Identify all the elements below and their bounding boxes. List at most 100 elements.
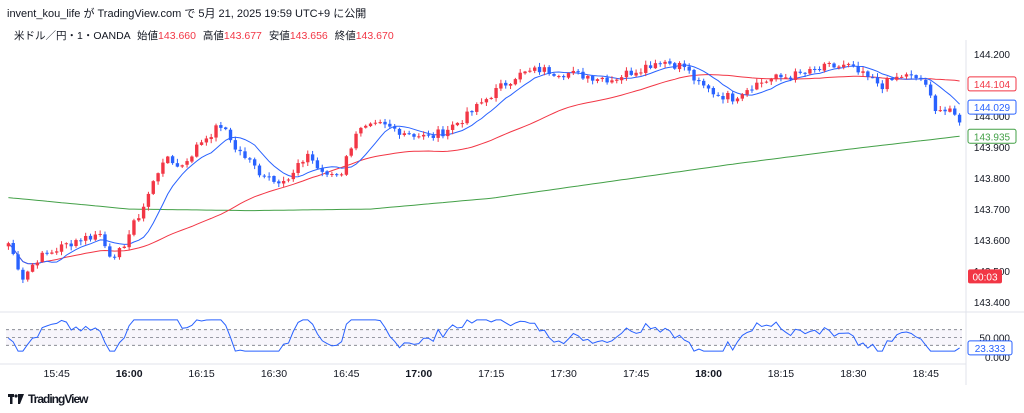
candle-body <box>595 79 600 82</box>
candle-body <box>668 61 672 64</box>
y-tick-label: 143.900 <box>974 143 1011 154</box>
candle-body <box>701 80 706 86</box>
candle-body <box>885 78 889 90</box>
candle-body <box>248 158 252 160</box>
candle-body <box>677 62 682 70</box>
rsi-band <box>6 329 962 346</box>
candle-body <box>141 206 146 219</box>
candle-body <box>788 77 793 80</box>
candle-body <box>663 61 667 64</box>
candle-body <box>813 68 817 70</box>
candle-body <box>151 181 155 194</box>
candle-body <box>103 234 107 247</box>
candle-body <box>291 172 295 180</box>
candle-body <box>30 264 35 272</box>
candle-body <box>137 218 141 221</box>
candle-body <box>687 66 691 71</box>
candle-body <box>817 69 822 71</box>
candle-body <box>938 110 942 112</box>
candle-body <box>933 95 938 112</box>
rsi-tick-label: 50.000 <box>979 334 1010 345</box>
high-value: 143.677 <box>223 30 262 42</box>
rsi-line <box>8 319 960 352</box>
candle-body <box>364 125 368 128</box>
candle-body <box>914 75 918 79</box>
candle-body <box>706 85 711 89</box>
candle-body <box>26 271 30 280</box>
candle-body <box>252 159 257 166</box>
candle-body <box>943 109 947 112</box>
candle-body <box>214 125 218 138</box>
candle-body <box>320 168 324 172</box>
x-tick-label: 17:15 <box>478 368 504 380</box>
candle-body <box>55 251 59 253</box>
price-label-text: 143.935 <box>974 132 1011 143</box>
brand-name: TradingView <box>28 392 88 406</box>
candle-body <box>832 63 836 68</box>
y-tick-label: 143.400 <box>974 298 1011 309</box>
symbol-name: 米ドル／円・1・OANDA <box>14 30 131 42</box>
candle-body <box>16 254 20 270</box>
candle-body <box>605 77 609 83</box>
candle-body <box>388 123 392 127</box>
candle-body <box>161 162 165 174</box>
candle-body <box>861 71 865 73</box>
candle-body <box>494 88 498 99</box>
ma-mid-line <box>8 73 960 265</box>
low-value: 143.656 <box>289 30 328 42</box>
candle-body <box>528 70 532 72</box>
candle-body <box>195 144 199 157</box>
candle-body <box>759 82 764 84</box>
candle-body <box>779 74 783 78</box>
x-tick-label: 18:15 <box>768 368 794 380</box>
candle-body <box>552 73 556 76</box>
candle-body <box>808 69 812 74</box>
candle-body <box>127 234 131 248</box>
candle-body <box>166 156 170 164</box>
price-label-box <box>967 99 1017 115</box>
candle-body <box>697 80 701 82</box>
candle-body <box>262 175 267 177</box>
candle-body <box>180 165 184 167</box>
candle-body <box>112 256 117 258</box>
candle-body <box>431 135 435 138</box>
candle-body <box>50 252 54 254</box>
candle-body <box>310 154 315 161</box>
candle-body <box>199 142 204 145</box>
close-value: 143.670 <box>355 30 394 42</box>
candle-body <box>354 133 358 149</box>
candle-body <box>634 72 638 76</box>
candle-body <box>581 71 585 79</box>
candle-body <box>909 74 913 76</box>
candle-body <box>330 174 334 176</box>
candle-body <box>243 151 247 158</box>
candle-body <box>803 72 807 74</box>
candle-body <box>875 77 880 84</box>
candle-body <box>957 114 962 123</box>
candle-body <box>156 173 160 182</box>
candle-body <box>615 79 619 81</box>
y-tick-label: 143.800 <box>974 174 1011 185</box>
candle-body <box>561 76 566 78</box>
candle-body <box>407 133 411 135</box>
candle-body <box>600 77 604 80</box>
x-tick-label: 16:45 <box>333 368 359 380</box>
candle-body <box>846 63 851 65</box>
candle-body <box>837 66 841 68</box>
candle-body <box>281 180 286 184</box>
candle-body <box>576 71 580 73</box>
candle-body <box>692 69 696 81</box>
candle-body <box>315 160 320 169</box>
candle-body <box>272 176 276 182</box>
candle-body <box>619 77 624 81</box>
candle-body <box>740 94 745 99</box>
candle-body <box>146 193 151 207</box>
candle-body <box>547 67 551 75</box>
candle-body <box>441 129 445 137</box>
price-label-box <box>967 128 1017 144</box>
candle-body <box>108 246 112 257</box>
candle-body <box>890 77 894 81</box>
candle-body <box>267 176 271 178</box>
candle-body <box>132 220 136 235</box>
